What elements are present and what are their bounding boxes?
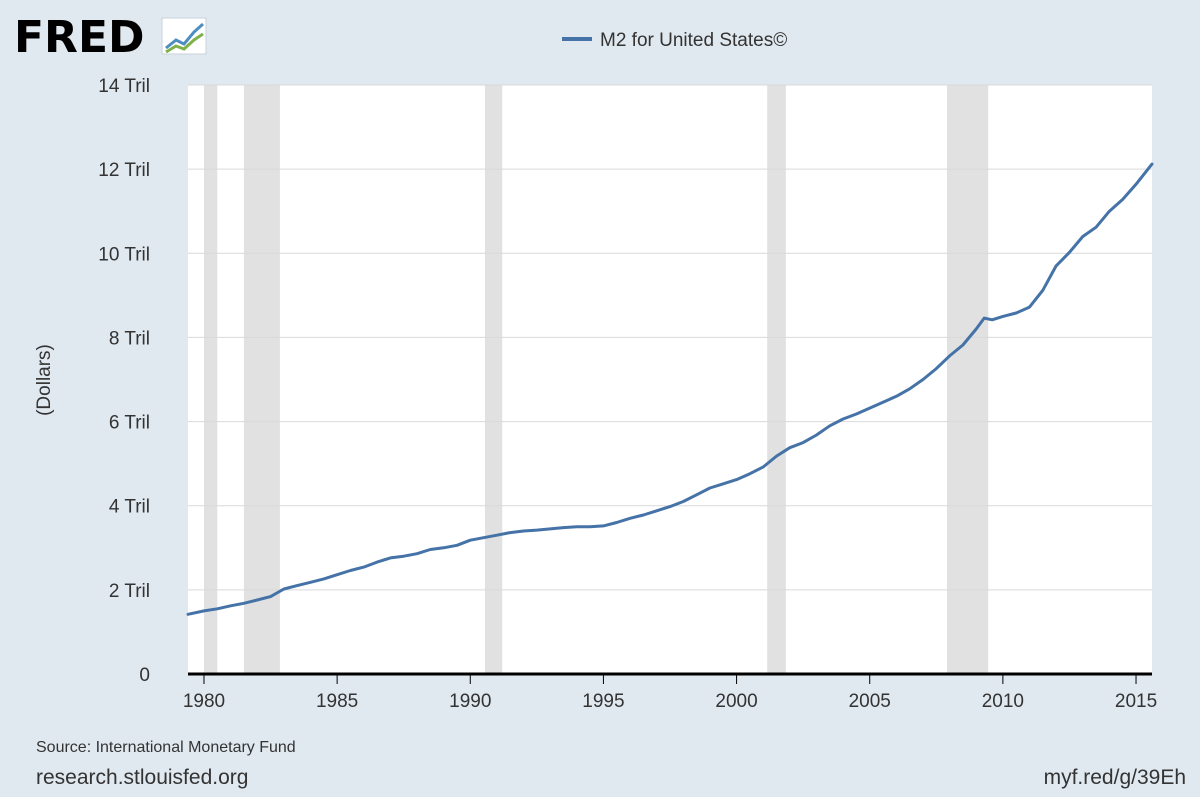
y-axis-ticks: 0 2 Tril 4 Tril 6 Tril 8 Tril 10 Tril 12 Tril 1… xyxy=(98,76,150,686)
x-tick-label: 2010 xyxy=(982,691,1024,712)
y-tick-label: 14 Tril xyxy=(98,76,150,97)
site-link[interactable]: research.stlouisfed.org xyxy=(36,766,249,789)
gridlines xyxy=(188,84,1152,591)
trend-graph-icon xyxy=(161,17,207,55)
series-line-0 xyxy=(186,162,1154,616)
x-tick-label: 1985 xyxy=(316,691,358,712)
x-tick-label: 1995 xyxy=(582,691,624,712)
recession-band-2 xyxy=(484,85,503,674)
y-tick-label: 8 Tril xyxy=(109,328,150,349)
legend: M2 for United States© xyxy=(562,30,787,51)
x-tick-label: 2015 xyxy=(1115,691,1157,712)
recession-bands xyxy=(203,85,989,674)
recession-band-4 xyxy=(946,85,989,674)
y-tick-label: 10 Tril xyxy=(98,244,150,265)
short-link[interactable]: myf.red/g/39Eh xyxy=(1043,766,1186,789)
plot-area xyxy=(188,85,1152,674)
y-tick-label: 6 Tril xyxy=(109,413,150,434)
x-tick-label: 1980 xyxy=(183,691,225,712)
y-tick-label: 12 Tril xyxy=(98,160,150,181)
recession-band-1 xyxy=(243,85,280,674)
recession-band-0 xyxy=(203,85,218,674)
fred-logo-text: FRED xyxy=(14,12,145,63)
legend-label: M2 for United States© xyxy=(600,30,787,51)
x-tick-label: 2005 xyxy=(849,691,891,712)
series-layer xyxy=(186,162,1154,616)
x-tick-label: 1990 xyxy=(449,691,491,712)
x-tick-label: 2000 xyxy=(715,691,757,712)
y-tick-label: 4 Tril xyxy=(109,497,150,518)
recession-band-3 xyxy=(767,85,786,674)
x-axis-ticks: 1980 1985 1990 1995 2000 2005 2010 2015 xyxy=(183,674,1157,712)
y-tick-label: 0 xyxy=(139,665,150,686)
fred-logo[interactable]: FRED xyxy=(14,12,207,63)
source-note: Source: International Monetary Fund xyxy=(36,739,296,756)
y-axis-title: (Dollars) xyxy=(34,344,55,416)
y-tick-label: 2 Tril xyxy=(109,581,150,602)
